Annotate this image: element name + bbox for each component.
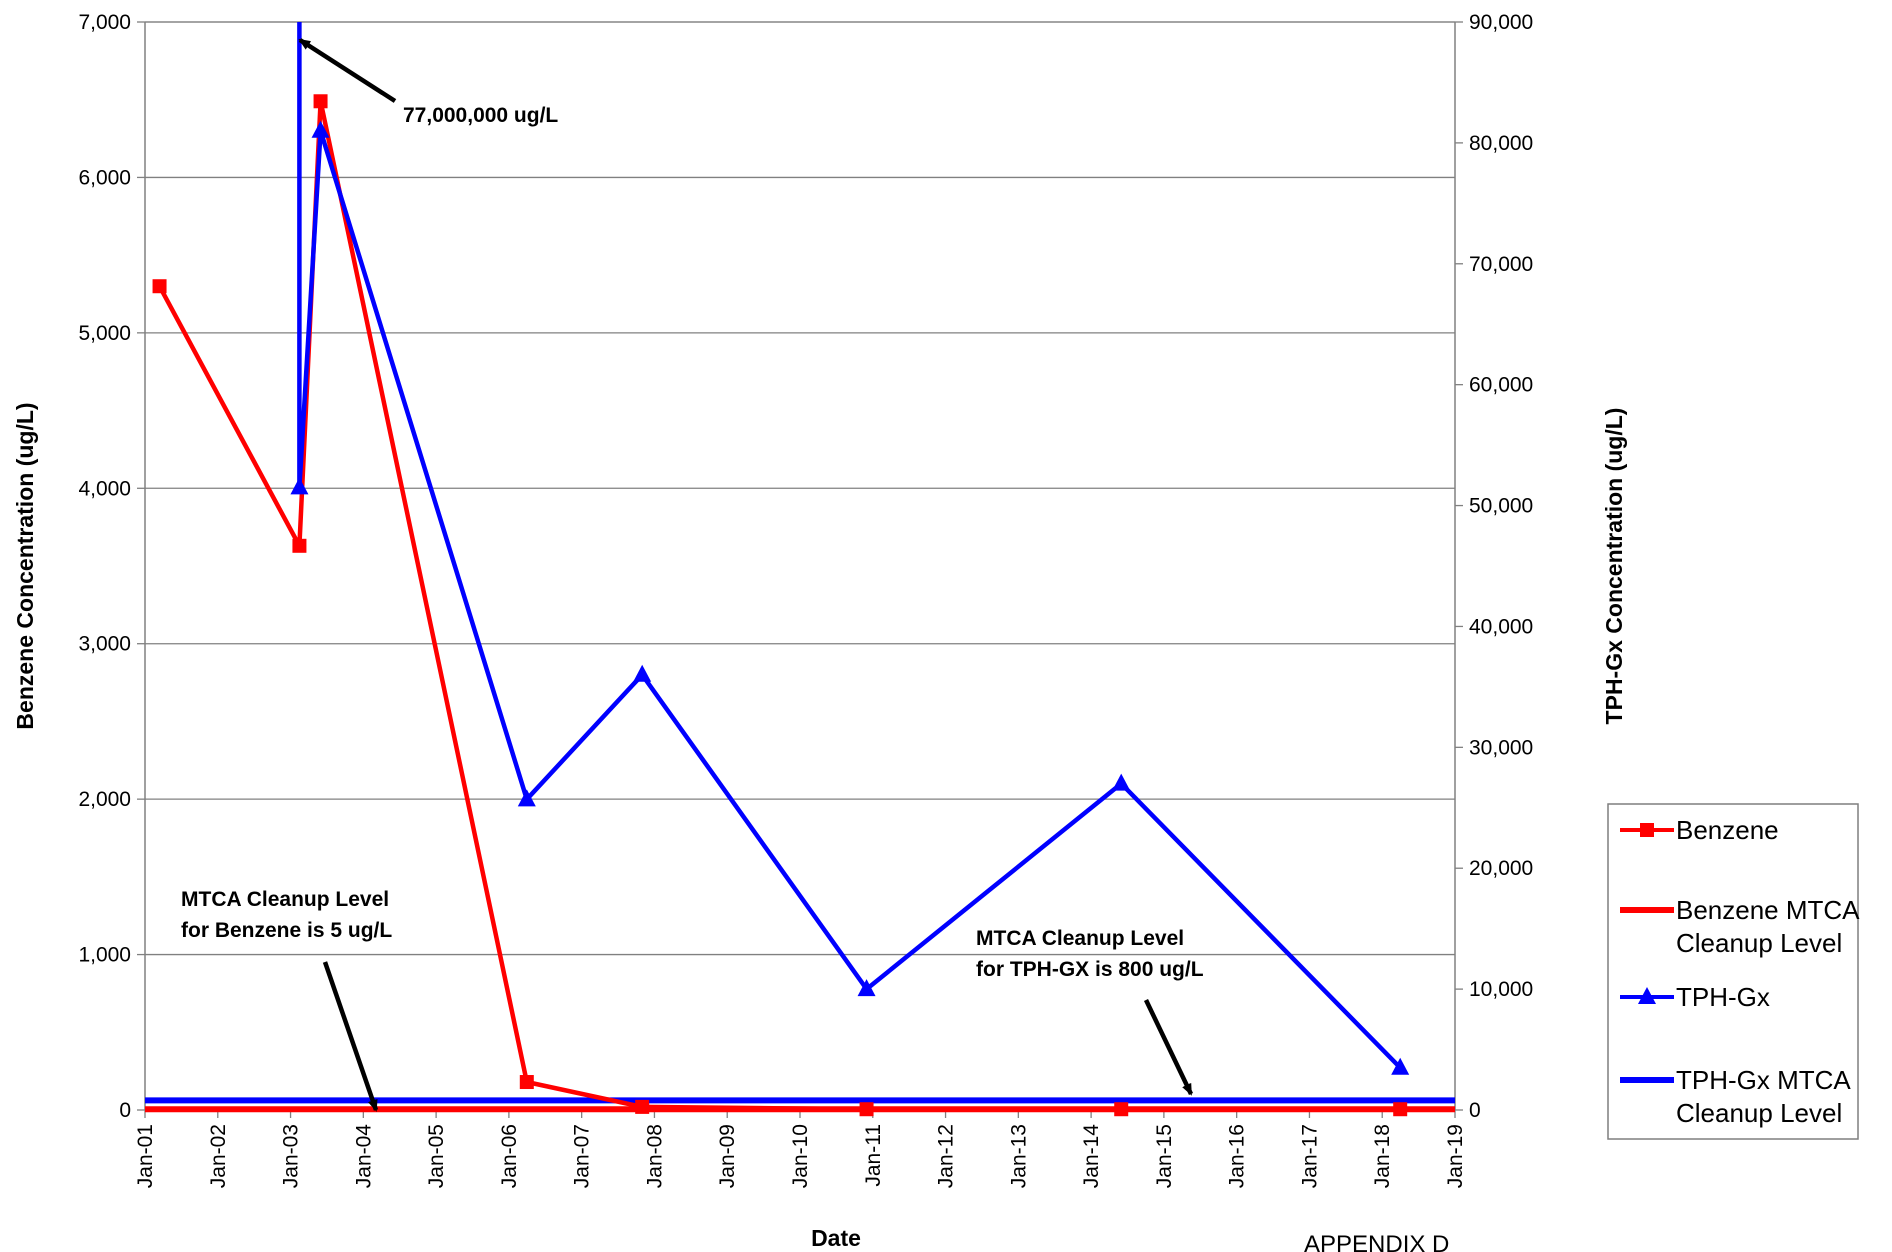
legend-label: TPH-Gx MTCA <box>1676 1065 1851 1095</box>
x-tick-label: Jan-18 <box>1371 1124 1394 1188</box>
y-right-tick-label: 0 <box>1469 1099 1481 1122</box>
y-right-tick-label: 20,000 <box>1469 857 1533 880</box>
annotation-text: MTCA Cleanup Level <box>181 888 389 911</box>
legend-label: Cleanup Level <box>1676 928 1842 958</box>
x-tick-label: Jan-03 <box>280 1124 303 1188</box>
legend-box <box>1607 803 1859 1140</box>
data-point-benzene <box>152 279 167 294</box>
legend-label: TPH-Gx <box>1676 982 1770 1012</box>
x-tick-label: Jan-14 <box>1080 1124 1103 1189</box>
y-right-tick-label: 70,000 <box>1469 253 1533 276</box>
annotation-arrow <box>1143 999 1194 1096</box>
legend-marker <box>1640 823 1654 837</box>
x-tick-label: Jan-13 <box>1007 1124 1030 1188</box>
data-point-benzene <box>859 1102 874 1117</box>
series-line-tph-gx <box>297 22 1402 1070</box>
x-tick-label: Jan-08 <box>643 1124 666 1188</box>
x-tick-label: Jan-19 <box>1444 1124 1467 1188</box>
annotation-text: MTCA Cleanup Level <box>976 927 1184 950</box>
y-left-tick-label: 0 <box>119 1099 131 1122</box>
y-right-tick-label: 40,000 <box>1469 615 1533 638</box>
annotation-arrow <box>298 38 397 103</box>
x-tick-label: Jan-11 <box>862 1124 885 1187</box>
data-point-tph-gx <box>633 664 652 682</box>
data-point-tph-gx <box>857 979 876 997</box>
x-tick-label: Jan-16 <box>1226 1124 1249 1188</box>
annotation-text: 77,000,000 ug/L <box>403 104 558 127</box>
series-line-benzene <box>157 99 1401 1110</box>
x-tick-label: Jan-04 <box>352 1124 375 1189</box>
x-tick-label: Jan-12 <box>935 1124 958 1188</box>
x-tick-label: Jan-07 <box>571 1124 594 1188</box>
legend-label: Cleanup Level <box>1676 1098 1842 1128</box>
x-tick-label: Jan-10 <box>789 1124 812 1188</box>
data-point-benzene <box>292 538 307 553</box>
y-right-tick-label: 90,000 <box>1469 11 1533 34</box>
y-left-tick-label: 1,000 <box>78 944 131 967</box>
data-point-tph-gx <box>1391 1057 1410 1075</box>
y-right-tick-label: 30,000 <box>1469 736 1533 759</box>
data-point-benzene <box>1114 1102 1129 1117</box>
x-tick-label: Jan-01 <box>134 1124 157 1188</box>
data-point-benzene <box>519 1075 534 1090</box>
x-tick-label: Jan-05 <box>425 1124 448 1188</box>
y-left-tick-label: 6,000 <box>78 166 131 189</box>
data-point-tph-gx <box>1112 773 1131 791</box>
y-left-tick-label: 4,000 <box>78 477 131 500</box>
data-point-tph-gx <box>311 120 330 138</box>
y-left-tick-label: 3,000 <box>78 633 131 656</box>
data-point-tph-gx <box>517 789 536 807</box>
annotation-arrow <box>322 961 379 1112</box>
x-tick-label: Jan-17 <box>1298 1124 1321 1188</box>
y-axis-left-title: Benzene Concentration (ug/L) <box>12 402 38 729</box>
y-right-tick-label: 60,000 <box>1469 374 1533 397</box>
legend-label: Benzene <box>1676 815 1779 845</box>
legend-label: Benzene MTCA <box>1676 895 1860 925</box>
y-left-tick-label: 5,000 <box>78 322 131 345</box>
y-left-tick-label: 2,000 <box>78 788 131 811</box>
series-layer <box>145 22 1455 1117</box>
data-point-benzene <box>313 94 328 109</box>
y-right-tick-label: 80,000 <box>1469 132 1533 155</box>
axes: 0 1,000 2,000 3,000 4,000 5,000 6,000 7,000 0 10,… <box>78 11 1533 1188</box>
y-left-tick-label: 7,000 <box>78 11 131 34</box>
annotations: 77,000,000 ug/L MTCA Cleanup Level for Ben… <box>181 38 1204 1112</box>
legend-marker <box>1638 987 1656 1004</box>
data-point-benzene <box>1393 1102 1408 1117</box>
x-axis-title: Date <box>811 1225 861 1251</box>
appendix-label: APPENDIX D <box>1304 1231 1449 1252</box>
data-point-benzene <box>635 1099 650 1114</box>
x-tick-label: Jan-06 <box>498 1124 521 1188</box>
x-tick-label: Jan-09 <box>716 1124 739 1188</box>
annotation-text: for TPH-GX is 800 ug/L <box>976 958 1204 981</box>
y-right-tick-label: 10,000 <box>1469 978 1533 1001</box>
plot-area <box>145 22 1455 1110</box>
y-axis-right-title: TPH-Gx Concentration (ug/L) <box>1601 408 1627 725</box>
x-tick-label: Jan-15 <box>1153 1124 1176 1188</box>
data-point-tph-gx <box>290 477 309 495</box>
annotation-text: for Benzene is 5 ug/L <box>181 919 392 942</box>
x-tick-label: Jan-02 <box>207 1124 230 1188</box>
y-right-tick-label: 50,000 <box>1469 495 1533 518</box>
